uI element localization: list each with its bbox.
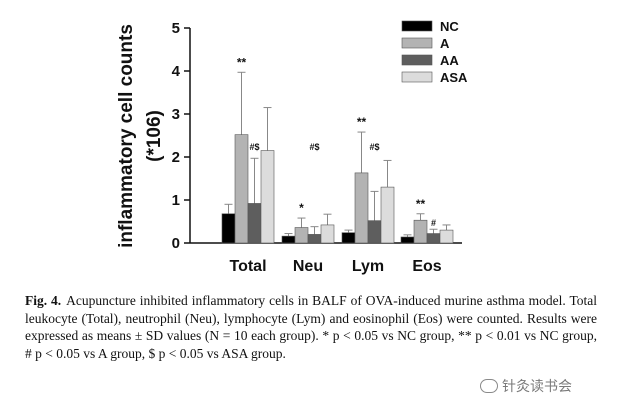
bar-asa [320, 224, 335, 244]
significance-marker: #$ [309, 142, 319, 152]
significance-marker: * [299, 201, 304, 215]
bar-nc [341, 232, 356, 244]
significance-marker: ** [357, 115, 367, 129]
y-axis-label: inflammatory cell counts [116, 24, 137, 248]
bar-asa [380, 186, 395, 244]
bar-nc [400, 236, 415, 244]
category-label: Eos [412, 258, 441, 275]
category-label: Total [229, 258, 266, 275]
significance-marker: #$ [249, 142, 259, 152]
legend-label: NC [440, 19, 459, 34]
bar-asa [260, 150, 275, 244]
bar-a [294, 227, 309, 244]
y-tick-label: 2 [172, 149, 180, 166]
wechat-icon [480, 379, 498, 393]
legend-swatch-aa [401, 54, 433, 66]
y-axis-ticks: 0 1 2 3 4 5 [172, 20, 190, 252]
significance-marker: #$ [369, 142, 379, 152]
watermark: 针灸读书会 [480, 376, 572, 396]
figure-caption: Fig. 4. Acupuncture inhibited inflammator… [25, 292, 597, 362]
y-tick-label: 1 [172, 192, 180, 209]
category-label: Lym [352, 258, 384, 275]
bar-a [234, 134, 249, 244]
bar-a [354, 172, 369, 244]
bar-aa [367, 220, 382, 244]
bar-aa [426, 233, 441, 244]
caption-text: Acupuncture inhibited inflammatory cells… [25, 293, 598, 361]
legend-swatch-asa [401, 71, 433, 83]
bar-a [413, 219, 428, 244]
bar-asa [439, 229, 454, 244]
significance-annotations: ** #$ * #$ ** #$ ** # [237, 55, 436, 228]
bar-nc [221, 213, 236, 244]
category-label: Neu [293, 258, 323, 275]
legend-label: AA [440, 53, 459, 68]
y-axis-unit: (*106) [144, 110, 165, 162]
bar-aa [307, 234, 322, 244]
y-tick-label: 5 [172, 20, 180, 37]
watermark-text: 针灸读书会 [502, 379, 572, 395]
legend-label: ASA [440, 70, 468, 85]
significance-marker: ** [416, 197, 426, 211]
bar-series [221, 71, 454, 244]
bar-nc [281, 235, 296, 244]
significance-marker: # [431, 218, 436, 228]
y-tick-label: 3 [172, 106, 180, 123]
bar-chart: 0 1 2 3 4 5 Total Neu Lym Eos ** #$ * #$ ** #$ ** # NC A… [116, 19, 468, 275]
bar-aa [247, 203, 262, 244]
y-tick-label: 4 [172, 63, 181, 80]
x-axis-categories: Total Neu Lym Eos [229, 258, 441, 275]
legend-swatch-nc [401, 20, 433, 32]
legend-swatch-a [401, 37, 433, 49]
significance-marker: ** [237, 55, 247, 69]
legend-label: A [440, 36, 450, 51]
caption-label: Fig. 4. [25, 293, 62, 308]
y-tick-label: 0 [172, 235, 180, 252]
